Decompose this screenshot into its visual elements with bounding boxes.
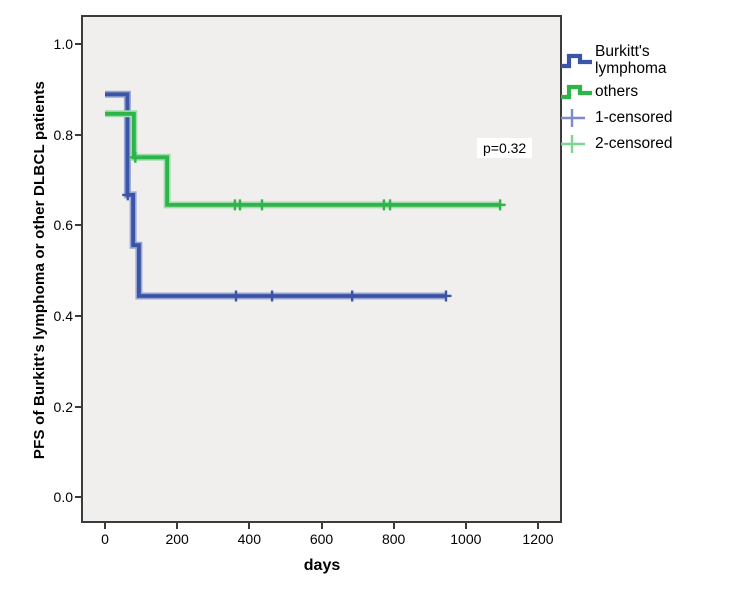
y-axis-title: PFS of Burkitt's lymphoma or other DLBCL…	[31, 80, 48, 460]
tick-mark	[75, 43, 81, 45]
tick-mark	[392, 523, 395, 529]
x-tick-label: 800	[381, 531, 406, 547]
x-tick-label: 0	[101, 531, 109, 547]
legend: Burkitt's lymphoma others 1-censored 2-c…	[560, 43, 748, 155]
tick-mark	[537, 523, 539, 529]
tick-mark	[75, 133, 81, 136]
x-tick-label: 200	[165, 531, 189, 547]
legend-label: 1-censored	[595, 108, 673, 126]
legend-item-2-censored: 2-censored	[560, 133, 748, 155]
y-tick-label: 1.0	[53, 36, 73, 52]
y-tick-label: 0.6	[53, 217, 73, 234]
tick-mark	[75, 405, 81, 408]
step-line-icon	[561, 84, 592, 100]
x-tick-label: 1000	[450, 531, 482, 547]
legend-label: others	[595, 82, 639, 100]
x-tick-label: 600	[309, 531, 334, 547]
p-value-annotation: p=0.32	[477, 138, 533, 158]
y-tick-label: 0.4	[53, 307, 73, 324]
tick-mark	[248, 523, 251, 529]
legend-item-burkitts-lymphoma: Burkitt's lymphoma	[560, 43, 748, 77]
tick-mark	[75, 224, 81, 227]
x-tick-label: 400	[237, 531, 261, 547]
y-tick-label: 0.8	[53, 126, 73, 143]
plot-area: p=0.32	[81, 15, 562, 523]
y-tick-label: 0.2	[53, 398, 73, 415]
x-axis-title: days	[303, 557, 341, 574]
tick-mark	[320, 523, 323, 529]
legend-label: 2-censored	[595, 134, 673, 152]
legend-item-1-censored: 1-censored	[560, 107, 748, 129]
x-tick-label: 1200	[522, 531, 554, 547]
tick-mark	[176, 523, 179, 529]
tick-mark	[75, 314, 81, 317]
legend-item-others: others	[560, 81, 748, 103]
plus-censored-icon	[561, 109, 585, 127]
survival-curves-canvas	[105, 90, 506, 302]
plus-censored-icon	[561, 135, 585, 153]
step-line-icon	[561, 53, 592, 68]
tick-mark	[464, 523, 467, 529]
tick-mark	[75, 496, 81, 499]
y-tick-label: 0.0	[53, 489, 73, 506]
legend-label: Burkitt's lymphoma	[595, 43, 667, 77]
tick-mark	[103, 523, 106, 529]
